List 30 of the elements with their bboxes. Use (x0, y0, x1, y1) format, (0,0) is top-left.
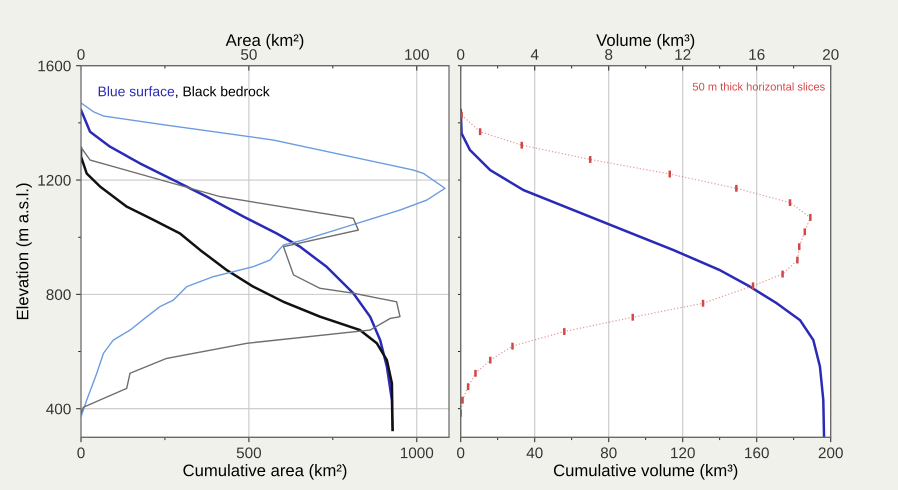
x2-tick-label: 20 (822, 49, 839, 60)
annotation: , Black bedrock (176, 86, 270, 98)
y-axis-title: Elevation (m a.s.l.) (16, 184, 32, 320)
x-tick-label: 0 (77, 447, 85, 458)
x-tick-label: 1000 (400, 447, 434, 458)
x2-tick-label: 12 (675, 49, 690, 60)
x-tick-label: 120 (671, 447, 695, 458)
x2-tick-label: 8 (605, 49, 612, 60)
x-tick-label: 40 (526, 447, 543, 458)
x2-axis-title: Volume (km³) (596, 34, 694, 50)
annotation: 50 m thick horizontal slices (692, 82, 825, 91)
x2-tick-label: 50 (241, 49, 257, 60)
y-tick-label: 1200 (38, 174, 71, 186)
x-axis-title: Cumulative volume (km³) (554, 464, 738, 480)
x2-axis-title: Area (km²) (226, 34, 304, 50)
x-tick-label: 80 (600, 447, 617, 458)
x-tick-label: 200 (818, 447, 843, 458)
x2-tick-label: 0 (77, 49, 85, 60)
x2-tick-label: 4 (530, 49, 538, 60)
x-tick-label: 0 (457, 447, 464, 458)
x2-tick-label: 100 (405, 49, 429, 60)
x-tick-label: 160 (745, 447, 769, 458)
x-tick-label: 500 (236, 447, 262, 458)
y-tick-label: 800 (46, 289, 71, 300)
y-tick-label: 1600 (38, 60, 71, 72)
y-tick-label: 400 (46, 404, 71, 414)
x-axis-title: Cumulative area (km²) (183, 464, 346, 480)
x2-tick-label: 16 (749, 49, 765, 60)
annotation: Blue surface (98, 86, 174, 96)
x2-tick-label: 0 (457, 49, 464, 60)
